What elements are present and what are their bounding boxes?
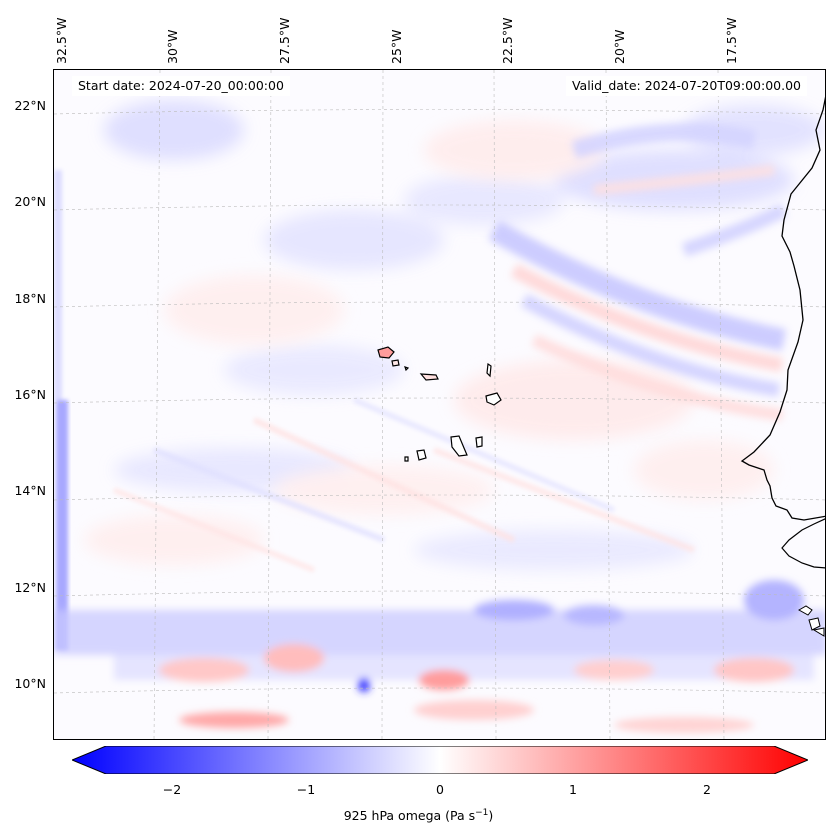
bijagos-islands bbox=[797, 605, 825, 637]
lat-label-16n: 16°N bbox=[14, 387, 46, 402]
lon-label-32-5w: 32.5°W bbox=[54, 17, 69, 64]
island-sao-vicente bbox=[391, 359, 400, 367]
southern-belt bbox=[54, 580, 825, 733]
map-gridlines bbox=[54, 70, 825, 739]
lon-label-20w: 20°W bbox=[612, 29, 627, 64]
diagonal-streaks bbox=[113, 397, 696, 573]
colorbar-label-end: ) bbox=[488, 808, 494, 824]
wave-band-red bbox=[510, 165, 784, 421]
island-sal bbox=[486, 362, 492, 378]
colorbar-tick-1: 1 bbox=[569, 782, 577, 797]
island-santa-luzia bbox=[404, 366, 410, 372]
lon-label-30w: 30°W bbox=[165, 29, 180, 64]
west-boundary-band bbox=[54, 170, 68, 650]
colorbar-label: 925 hPa omega (Pa s−1) bbox=[0, 808, 837, 823]
wave-band-blue bbox=[488, 123, 788, 397]
island-fogo bbox=[416, 449, 427, 461]
cabo-verde-islands bbox=[377, 346, 502, 462]
lat-label-14n: 14°N bbox=[14, 483, 46, 498]
lon-label-25w: 25°W bbox=[389, 29, 404, 64]
valid-date-label: Valid_date: 2024-07-20T09:00:00.00 bbox=[565, 76, 807, 96]
colorbar-tick-0: 0 bbox=[436, 782, 444, 797]
colorbar-body bbox=[72, 746, 808, 774]
start-date-label: Start date: 2024-07-20_00:00:00 bbox=[72, 76, 290, 96]
lat-label-10n: 10°N bbox=[14, 676, 46, 691]
lon-label-27-5w: 27.5°W bbox=[277, 17, 292, 64]
colorbar-tick-minus1: −1 bbox=[296, 782, 316, 797]
african-coastline bbox=[740, 96, 825, 521]
lon-label-22-5w: 22.5°W bbox=[500, 17, 515, 64]
island-santo-antao bbox=[377, 346, 395, 359]
lat-label-18n: 18°N bbox=[14, 291, 46, 306]
colorbar bbox=[72, 746, 808, 774]
colorbar-label-main: 925 hPa omega (Pa s bbox=[343, 808, 476, 824]
island-sao-nicolau bbox=[419, 373, 439, 381]
colorbar-label-sup: −1 bbox=[475, 808, 489, 818]
lon-label-17-5w: 17.5°W bbox=[724, 17, 739, 64]
lat-label-12n: 12°N bbox=[14, 580, 46, 595]
colorbar-tick-2: 2 bbox=[703, 782, 711, 797]
lat-label-20n: 20°N bbox=[14, 194, 46, 209]
colorbar-tick-minus2: −2 bbox=[162, 782, 182, 797]
african-coastline-south bbox=[781, 518, 825, 569]
omega-map bbox=[53, 69, 826, 740]
island-santiago bbox=[450, 435, 468, 457]
lat-label-22n: 22°N bbox=[14, 98, 46, 113]
island-boa-vista bbox=[485, 392, 502, 406]
island-maio bbox=[475, 436, 483, 448]
omega-field-svg bbox=[54, 70, 825, 739]
island-brava bbox=[404, 456, 409, 462]
